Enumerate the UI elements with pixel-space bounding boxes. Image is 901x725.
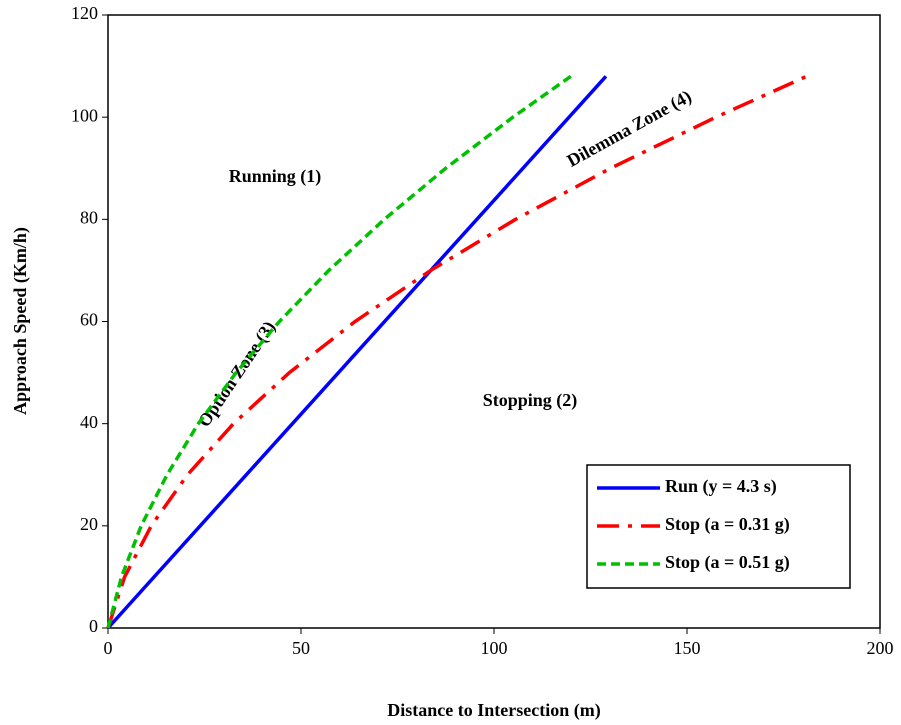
y-tick-label: 80 <box>80 207 98 227</box>
y-tick-label: 60 <box>80 310 98 330</box>
x-tick-label: 0 <box>104 638 113 658</box>
x-tick-label: 150 <box>674 638 701 658</box>
x-tick-label: 200 <box>867 638 894 658</box>
x-axis-label: Distance to Intersection (m) <box>387 700 600 721</box>
series-line <box>106 74 808 629</box>
y-tick-label: 20 <box>80 514 98 534</box>
series-line <box>106 75 608 630</box>
legend-label: Run (y = 4.3 s) <box>665 476 777 497</box>
legend-label: Stop (a = 0.31 g) <box>665 514 790 535</box>
annotation: Stopping (2) <box>483 390 578 411</box>
y-axis-label: Approach Speed (Km/h) <box>10 227 31 415</box>
y-tick-label: 120 <box>71 3 98 23</box>
y-tick-label: 40 <box>80 412 98 432</box>
x-tick-label: 50 <box>292 638 310 658</box>
legend-label: Stop (a = 0.51 g) <box>665 552 790 573</box>
y-tick-label: 0 <box>89 616 98 636</box>
y-tick-label: 100 <box>71 105 98 125</box>
series-line <box>106 74 572 629</box>
x-tick-label: 100 <box>481 638 508 658</box>
annotation: Running (1) <box>229 166 322 187</box>
